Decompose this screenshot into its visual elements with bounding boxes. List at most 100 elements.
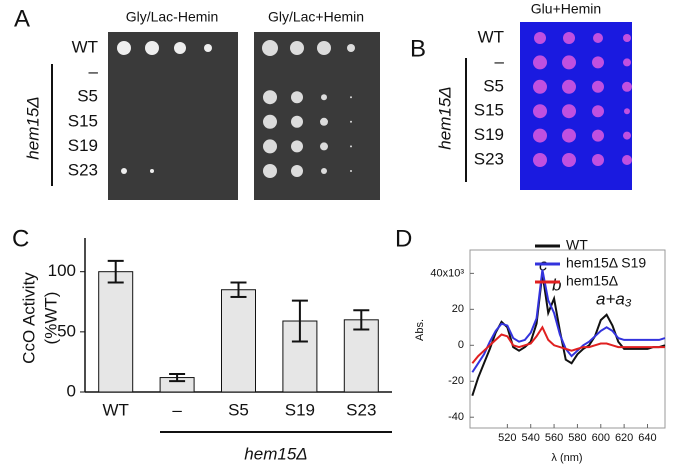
bar — [343, 319, 379, 393]
colony-spot — [534, 32, 546, 44]
row-label: – — [495, 52, 505, 71]
row-label: WT — [72, 37, 98, 56]
colony-spot — [562, 79, 576, 94]
panel-label: A — [14, 5, 30, 32]
x-tick-label: 520 — [498, 432, 516, 444]
colony-spot — [562, 55, 576, 70]
column-title: Glu+Hemin — [531, 1, 601, 17]
colony-spot — [263, 90, 277, 105]
colony-spot — [624, 108, 630, 115]
x-tick-label: 620 — [615, 432, 633, 444]
colony-spot — [150, 169, 154, 173]
y-tick-label: -20 — [448, 375, 464, 387]
plate-image — [108, 32, 238, 200]
colony-spot — [592, 129, 604, 142]
colony-spot — [291, 115, 303, 128]
y-tick-label: 100 — [48, 261, 76, 280]
colony-spot — [320, 142, 328, 151]
row-label: S15 — [68, 111, 98, 130]
colony-spot — [145, 41, 159, 55]
x-tick-label: 580 — [568, 432, 586, 444]
row-label: S5 — [77, 87, 98, 106]
x-tick-label: S23 — [346, 400, 376, 419]
x-tick-label: S5 — [228, 400, 249, 419]
colony-spot — [291, 91, 303, 104]
y-tick-label: 0 — [458, 339, 464, 351]
colony-spot — [317, 41, 331, 55]
colony-spot — [533, 104, 547, 119]
x-tick-label: WT — [102, 400, 128, 419]
spectrum-line — [471, 269, 666, 373]
group-label: hem15Δ — [435, 86, 454, 149]
colony-spot — [350, 145, 352, 148]
colony-spot — [533, 128, 547, 143]
colony-spot — [121, 168, 127, 174]
legend-label: hem15Δ — [566, 273, 618, 289]
legend-label: WT — [566, 237, 588, 253]
row-label: S19 — [68, 136, 98, 155]
colony-spot — [321, 94, 327, 101]
colony-spot — [533, 79, 547, 94]
colony-spot — [562, 153, 576, 167]
panel-label: B — [410, 35, 426, 62]
colony-spot — [623, 131, 631, 140]
group-label: hem15Δ — [23, 96, 42, 159]
spectrum-line — [471, 325, 665, 364]
colony-spot — [563, 32, 575, 44]
row-label: S5 — [483, 76, 504, 95]
colony-spot — [117, 41, 131, 55]
colony-spot — [623, 34, 631, 42]
colony-spot — [622, 155, 632, 165]
colony-spot — [350, 120, 352, 123]
column-title: Gly/Lac+Hemin — [268, 9, 364, 25]
x-axis-label: λ (nm) — [551, 452, 582, 464]
colony-spot — [347, 44, 355, 52]
annotation: b — [552, 275, 561, 294]
x-tick-label: S19 — [285, 400, 315, 419]
x-tick-label: 540 — [522, 432, 540, 444]
colony-spot — [533, 55, 547, 70]
colony-spot — [562, 128, 576, 143]
row-label: S19 — [474, 125, 504, 144]
row-label: – — [89, 62, 99, 81]
colony-spot — [320, 117, 328, 126]
colony-spot — [291, 165, 303, 177]
colony-spot — [263, 164, 277, 178]
bar — [221, 289, 256, 393]
column-title: Gly/Lac-Hemin — [126, 9, 219, 25]
bar — [98, 271, 134, 393]
colony-spot — [562, 104, 576, 119]
row-label: S23 — [68, 160, 98, 179]
colony-spot — [592, 105, 604, 118]
colony-spot — [592, 56, 604, 69]
colony-spot — [263, 114, 277, 129]
y-tick-label: 40x10³ — [430, 267, 464, 279]
colony-spot — [350, 170, 352, 172]
colony-spot — [290, 41, 304, 55]
row-label: S15 — [474, 101, 504, 120]
x-tick-label: 640 — [638, 432, 656, 444]
colony-spot — [350, 96, 352, 99]
annotation: a+a₃ — [596, 289, 632, 308]
row-label: S23 — [474, 149, 504, 168]
colony-spot — [263, 139, 277, 154]
panel-label: D — [395, 225, 412, 252]
colony-spot — [622, 81, 632, 92]
colony-spot — [204, 44, 212, 52]
colony-spot — [321, 168, 327, 174]
colony-spot — [592, 80, 604, 93]
colony-spot — [291, 140, 303, 153]
y-tick-label: 20 — [452, 303, 464, 315]
legend-label: hem15Δ S19 — [566, 255, 646, 271]
y-axis-label: Abs. — [414, 319, 426, 341]
colony-spot — [592, 154, 604, 166]
y-axis-label: (%WT) — [41, 292, 60, 345]
colony-spot — [262, 40, 278, 56]
colony-spot — [174, 42, 186, 54]
panel-label: C — [12, 225, 29, 252]
y-tick-label: -40 — [448, 411, 464, 423]
y-tick-label: 0 — [67, 381, 76, 400]
colony-spot — [593, 33, 603, 43]
y-tick-label: 50 — [57, 321, 76, 340]
